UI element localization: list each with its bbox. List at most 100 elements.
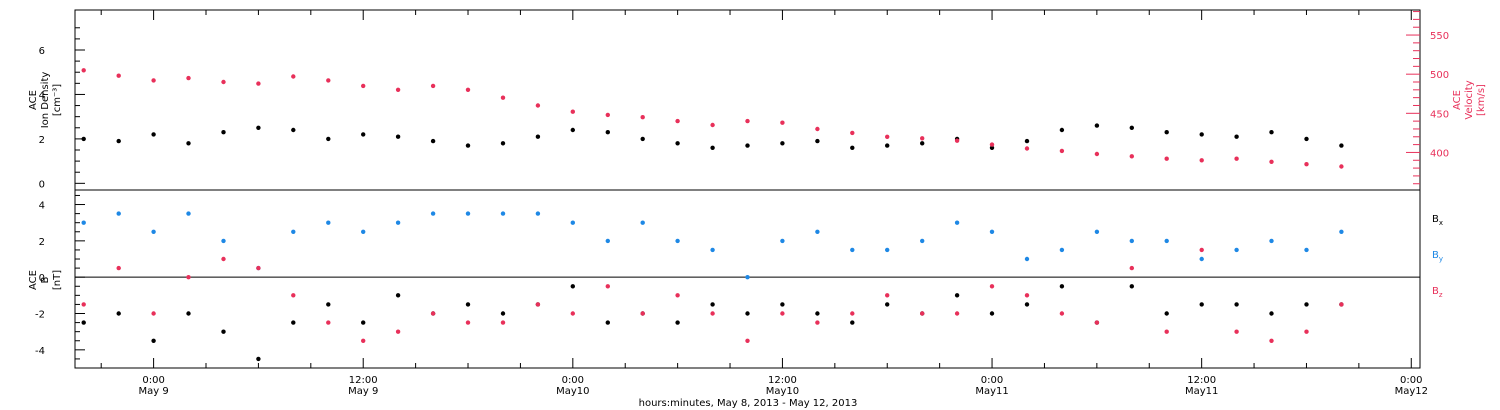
bx-point <box>221 329 226 334</box>
bz-point <box>1164 329 1169 334</box>
bz-point <box>1199 247 1204 253</box>
velocity-point <box>361 83 366 89</box>
velocity-point <box>186 75 191 81</box>
bx-point <box>81 320 86 325</box>
bz-point <box>395 329 401 334</box>
density-point <box>605 130 610 135</box>
x-tick-day-label: May10 <box>556 386 589 397</box>
bz-point <box>256 265 261 271</box>
velocity-point <box>81 68 86 73</box>
bx-point <box>780 302 785 307</box>
density-point <box>361 132 366 137</box>
velocity-point <box>605 112 610 118</box>
bz-point <box>81 302 86 307</box>
bz-point <box>500 320 506 325</box>
velocity-point <box>850 130 855 136</box>
bz-point <box>151 311 156 316</box>
x-tick-time-label: 0:00 <box>562 375 584 386</box>
top-right-axis-label-line1: ACE <box>1452 90 1463 110</box>
velocity-point <box>1339 164 1344 169</box>
x-tick-day-label: May11 <box>1185 386 1218 397</box>
bz-point <box>1129 265 1135 271</box>
bz-point <box>1339 302 1344 307</box>
bz-point <box>465 320 471 325</box>
bz-point <box>780 311 785 316</box>
x-tick-day-label: May10 <box>766 386 799 397</box>
density-point <box>465 143 471 148</box>
x-tick-time-label: 0:00 <box>142 375 164 386</box>
bottom-left-axis-label-line3: [nT] <box>52 270 63 290</box>
bz-point <box>361 338 366 343</box>
velocity-point <box>535 103 541 108</box>
bz-point <box>920 311 925 316</box>
top-right-tick-label: 450 <box>1430 109 1449 120</box>
velocity-point <box>151 78 156 83</box>
density-point <box>221 130 226 135</box>
velocity-point <box>395 87 401 93</box>
legend-bz: Bz <box>1432 286 1443 299</box>
top-right-axis-ticks: 400 450 500 550 <box>1406 11 1449 185</box>
bx-point <box>326 302 331 307</box>
velocity-point <box>640 115 645 120</box>
density-point <box>186 141 191 146</box>
velocity-point <box>710 122 715 128</box>
bz-point <box>535 302 541 307</box>
x-tick-time-label: 12:00 <box>768 375 797 386</box>
bz-point <box>989 284 995 289</box>
density-point <box>780 141 785 146</box>
by-point <box>326 220 331 225</box>
top-right-axis-label: ACE Velocity [km/s] <box>1452 80 1487 119</box>
bx-point <box>570 284 575 289</box>
bx-point <box>186 311 191 316</box>
bottom-tick-label: 0 <box>39 273 45 284</box>
bx-point <box>395 293 401 298</box>
by-point <box>221 238 226 244</box>
density-point <box>256 125 261 130</box>
velocity-point <box>1164 156 1169 161</box>
top-left-tick-label: 2 <box>39 135 45 146</box>
by-point <box>745 275 750 280</box>
bx-point <box>1199 302 1204 307</box>
by-point <box>675 238 680 244</box>
top-right-axis-label-line2: Velocity <box>1464 80 1475 119</box>
bottom-axis-ticks: -4 -2 0 2 4 <box>35 194 85 369</box>
bz-point <box>850 311 855 316</box>
legend-bx: Bx <box>1432 214 1443 227</box>
by-point <box>1234 247 1239 253</box>
bz-point <box>1304 329 1309 334</box>
density-point <box>1269 130 1274 135</box>
bottom-panel-points <box>81 211 1344 362</box>
top-left-tick-label: 6 <box>39 46 45 57</box>
density-point <box>1129 125 1135 130</box>
velocity-point <box>745 118 750 124</box>
by-point <box>1164 238 1169 244</box>
by-point <box>1094 229 1100 234</box>
density-point <box>570 127 575 133</box>
x-axis-label: hours:minutes, May 8, 2013 - May 12, 201… <box>639 398 858 409</box>
density-point <box>151 132 156 137</box>
bottom-tick-label: -2 <box>35 310 45 321</box>
bz-point <box>326 320 331 325</box>
by-point <box>989 229 995 234</box>
velocity-point <box>1199 158 1204 163</box>
x-tick-day-label: May12 <box>1395 386 1428 397</box>
bx-point <box>954 293 960 298</box>
by-point <box>151 229 156 234</box>
bz-point <box>186 275 191 280</box>
by-point <box>1129 238 1135 244</box>
by-point <box>116 211 121 216</box>
by-point <box>605 238 610 244</box>
density-point <box>81 136 86 142</box>
by-point <box>1304 247 1309 253</box>
bx-point <box>291 320 296 325</box>
by-point <box>815 229 820 234</box>
density-point <box>1059 127 1065 133</box>
density-point <box>1164 130 1169 135</box>
bz-point <box>1059 311 1065 316</box>
x-tick-time-label: 12:00 <box>349 375 378 386</box>
by-point <box>1199 256 1204 262</box>
velocity-point <box>885 134 890 139</box>
density-point <box>1199 132 1204 137</box>
velocity-point <box>430 83 436 89</box>
density-point <box>1339 143 1344 148</box>
